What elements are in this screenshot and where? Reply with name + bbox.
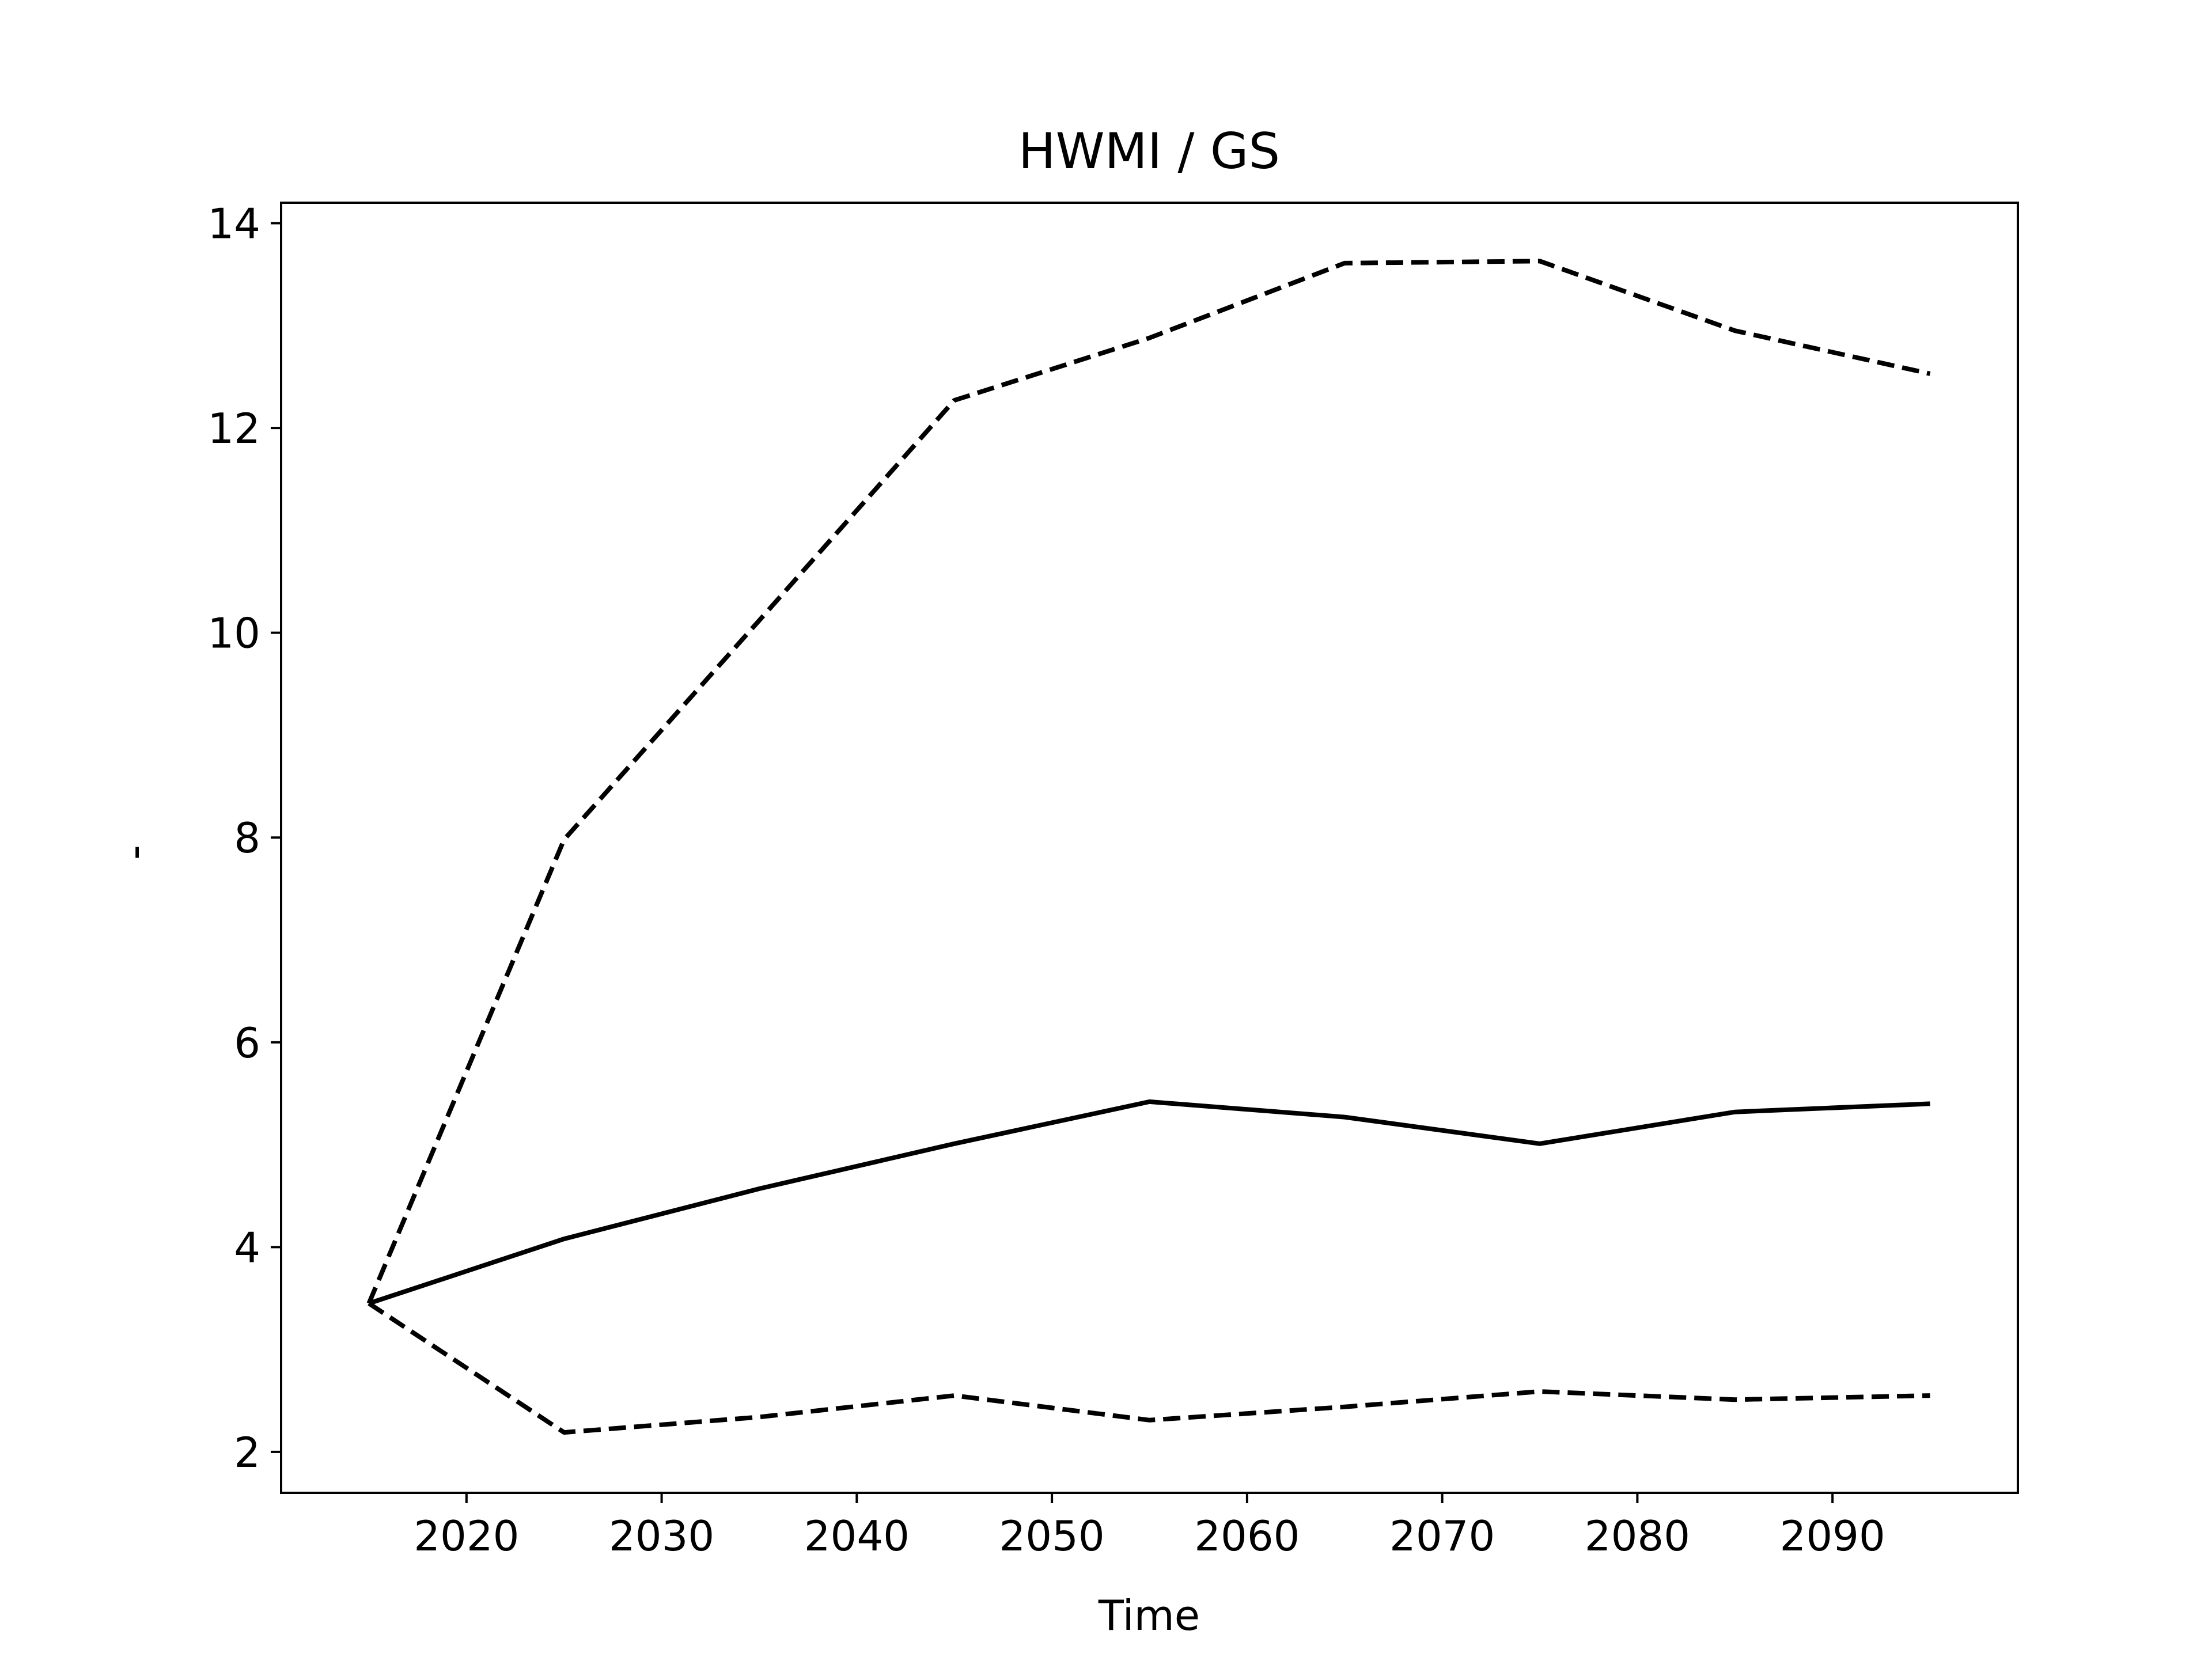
x-tick-label: 2060 [1194,1512,1300,1560]
y-tick-label: 14 [207,200,260,248]
solid-series-line [368,1099,1930,1306]
ticks-layer: 2020 2030 2040 2050 2060 2070 2080 2090 2 4 6 8 10 12… [207,200,1885,1560]
x-tick-label: 2040 [804,1512,910,1560]
y-tick-label: 10 [207,609,260,658]
series-layer [366,259,1931,1435]
y-tick-label: 12 [207,404,260,453]
dashed-series-line [368,1301,1930,1435]
chart-title: HWMI / GS [1018,123,1280,180]
dashed-series-line [366,259,1931,1304]
x-tick-label: 2090 [1780,1512,1885,1560]
y-axis-label: - [110,845,158,860]
x-axis-label: Time [1098,1591,1200,1640]
plot-area-frame [280,202,2019,1494]
y-tick-label: 8 [234,814,260,862]
y-tick-label: 6 [234,1019,260,1067]
x-tick-label: 2080 [1585,1512,1690,1560]
y-tick-label: 4 [234,1223,260,1272]
x-tick-label: 2050 [999,1512,1105,1560]
x-tick-label: 2030 [609,1512,714,1560]
y-tick-label: 2 [234,1428,260,1477]
x-tick-label: 2070 [1389,1512,1495,1560]
x-tick-label: 2020 [414,1512,519,1560]
